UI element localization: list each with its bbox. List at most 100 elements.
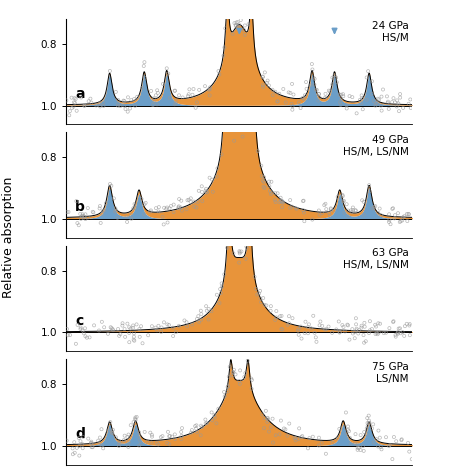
- Point: [133, 93, 141, 100]
- Point: [117, 330, 124, 338]
- Point: [352, 320, 360, 328]
- Point: [315, 434, 323, 441]
- Point: [109, 426, 117, 434]
- Point: [225, 10, 232, 18]
- Point: [339, 198, 347, 205]
- Point: [351, 335, 358, 342]
- Point: [160, 319, 168, 326]
- Point: [237, 366, 244, 374]
- Point: [239, 133, 246, 140]
- Point: [282, 99, 290, 106]
- Point: [227, 223, 234, 230]
- Point: [77, 438, 84, 445]
- Point: [177, 197, 185, 204]
- Point: [353, 325, 360, 333]
- Point: [256, 287, 264, 295]
- Point: [251, 273, 258, 281]
- Point: [285, 420, 293, 428]
- Point: [247, 1, 255, 9]
- Point: [229, 30, 237, 37]
- Point: [88, 438, 95, 446]
- Point: [218, 280, 226, 287]
- Point: [337, 91, 345, 99]
- Point: [201, 416, 209, 423]
- Point: [288, 203, 296, 210]
- Point: [175, 202, 182, 210]
- Point: [322, 450, 330, 457]
- Point: [239, 122, 246, 130]
- Point: [361, 323, 368, 330]
- Point: [326, 209, 333, 217]
- Point: [342, 409, 350, 416]
- Point: [300, 209, 308, 216]
- Point: [205, 86, 212, 93]
- Point: [141, 58, 148, 66]
- Point: [149, 101, 156, 109]
- Point: [68, 94, 75, 101]
- Point: [260, 424, 268, 432]
- Point: [273, 314, 280, 321]
- Point: [245, 219, 253, 226]
- Point: [119, 319, 127, 327]
- Point: [227, 222, 235, 230]
- Point: [311, 75, 319, 82]
- Point: [288, 100, 295, 108]
- Point: [280, 85, 287, 93]
- Point: [216, 299, 223, 307]
- Point: [88, 443, 95, 451]
- Point: [334, 435, 342, 442]
- Point: [377, 211, 385, 219]
- Point: [374, 427, 382, 434]
- Point: [237, 16, 245, 24]
- Point: [115, 332, 123, 340]
- Point: [352, 206, 359, 214]
- Point: [257, 298, 265, 306]
- Point: [337, 96, 345, 103]
- Point: [267, 302, 274, 310]
- Point: [248, 385, 255, 392]
- Point: [292, 204, 300, 212]
- Point: [269, 439, 277, 447]
- Point: [213, 291, 220, 299]
- Point: [285, 89, 292, 96]
- Point: [130, 333, 138, 340]
- Point: [396, 91, 404, 98]
- Point: [146, 429, 154, 437]
- Point: [112, 88, 119, 96]
- Point: [199, 197, 206, 205]
- Point: [85, 98, 92, 105]
- Point: [376, 320, 384, 328]
- Point: [310, 74, 317, 82]
- Point: [138, 195, 146, 203]
- Point: [333, 79, 341, 86]
- Point: [150, 94, 157, 102]
- Point: [285, 312, 293, 320]
- Point: [320, 201, 328, 209]
- Point: [384, 99, 392, 107]
- Point: [385, 218, 393, 226]
- Point: [81, 102, 88, 109]
- Point: [72, 340, 80, 347]
- Point: [236, 250, 244, 257]
- Point: [171, 87, 178, 95]
- Point: [340, 197, 347, 205]
- Point: [289, 102, 296, 110]
- Point: [125, 443, 132, 451]
- Point: [389, 205, 396, 213]
- Point: [368, 78, 376, 85]
- Point: [269, 86, 276, 93]
- Point: [154, 89, 162, 97]
- Point: [192, 421, 200, 429]
- Point: [272, 198, 279, 206]
- Point: [399, 217, 406, 224]
- Point: [129, 324, 137, 331]
- Point: [273, 307, 280, 315]
- Point: [377, 102, 385, 109]
- Point: [399, 104, 407, 112]
- Point: [384, 98, 392, 105]
- Point: [236, 377, 243, 385]
- Point: [358, 197, 366, 204]
- Point: [256, 295, 264, 302]
- Point: [117, 102, 124, 110]
- Point: [374, 95, 382, 102]
